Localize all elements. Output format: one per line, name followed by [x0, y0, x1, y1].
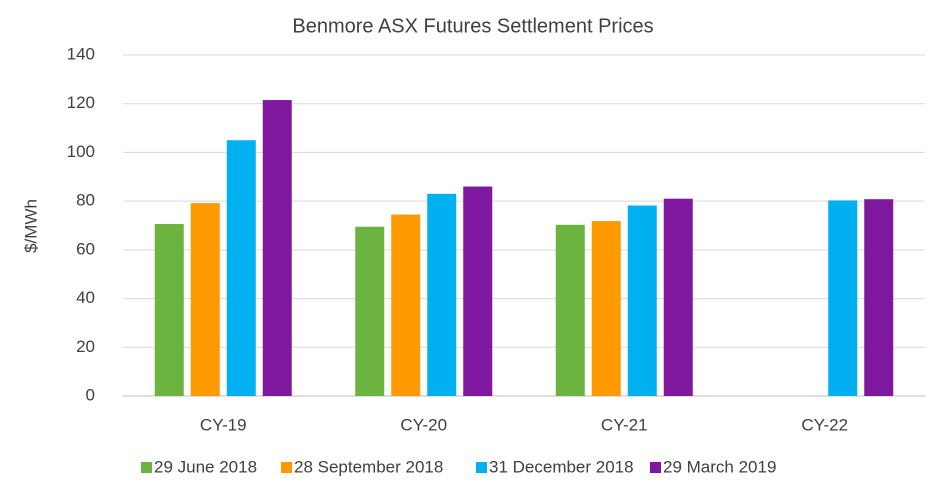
y-tick-label: 60	[76, 239, 95, 258]
bar	[226, 140, 256, 396]
legend-label: 31 December 2018	[489, 457, 634, 476]
y-tick-label: 100	[67, 142, 95, 161]
y-axis-label: $/MWh	[21, 199, 40, 253]
y-tick-label: 20	[76, 337, 95, 356]
bar	[463, 186, 493, 396]
legend-swatch	[476, 462, 487, 473]
legend-label: 29 March 2019	[663, 457, 776, 476]
bar	[864, 199, 894, 396]
y-tick-label: 40	[76, 288, 95, 307]
legend-swatch	[141, 462, 152, 473]
bar	[591, 221, 621, 396]
bar	[828, 200, 858, 396]
chart-title: Benmore ASX Futures Settlement Prices	[292, 15, 653, 37]
legend-swatch	[650, 462, 661, 473]
legend-swatch	[281, 462, 292, 473]
bar	[262, 100, 292, 396]
y-tick-label: 140	[67, 44, 95, 63]
y-tick-label: 120	[67, 93, 95, 112]
x-tick-label: CY-20	[400, 415, 447, 434]
bar	[391, 214, 421, 396]
bar	[190, 203, 220, 396]
bar	[355, 226, 385, 396]
legend-label: 28 September 2018	[294, 457, 443, 476]
x-tick-label: CY-19	[200, 415, 247, 434]
legend-label: 29 June 2018	[154, 457, 257, 476]
bar	[663, 198, 693, 396]
y-tick-label: 80	[76, 191, 95, 210]
bar	[427, 193, 457, 396]
x-tick-label: CY-22	[801, 415, 848, 434]
bar	[154, 224, 184, 396]
bar	[555, 224, 585, 396]
bar	[627, 205, 657, 396]
x-tick-label: CY-21	[601, 415, 648, 434]
y-tick-label: 0	[86, 385, 95, 404]
